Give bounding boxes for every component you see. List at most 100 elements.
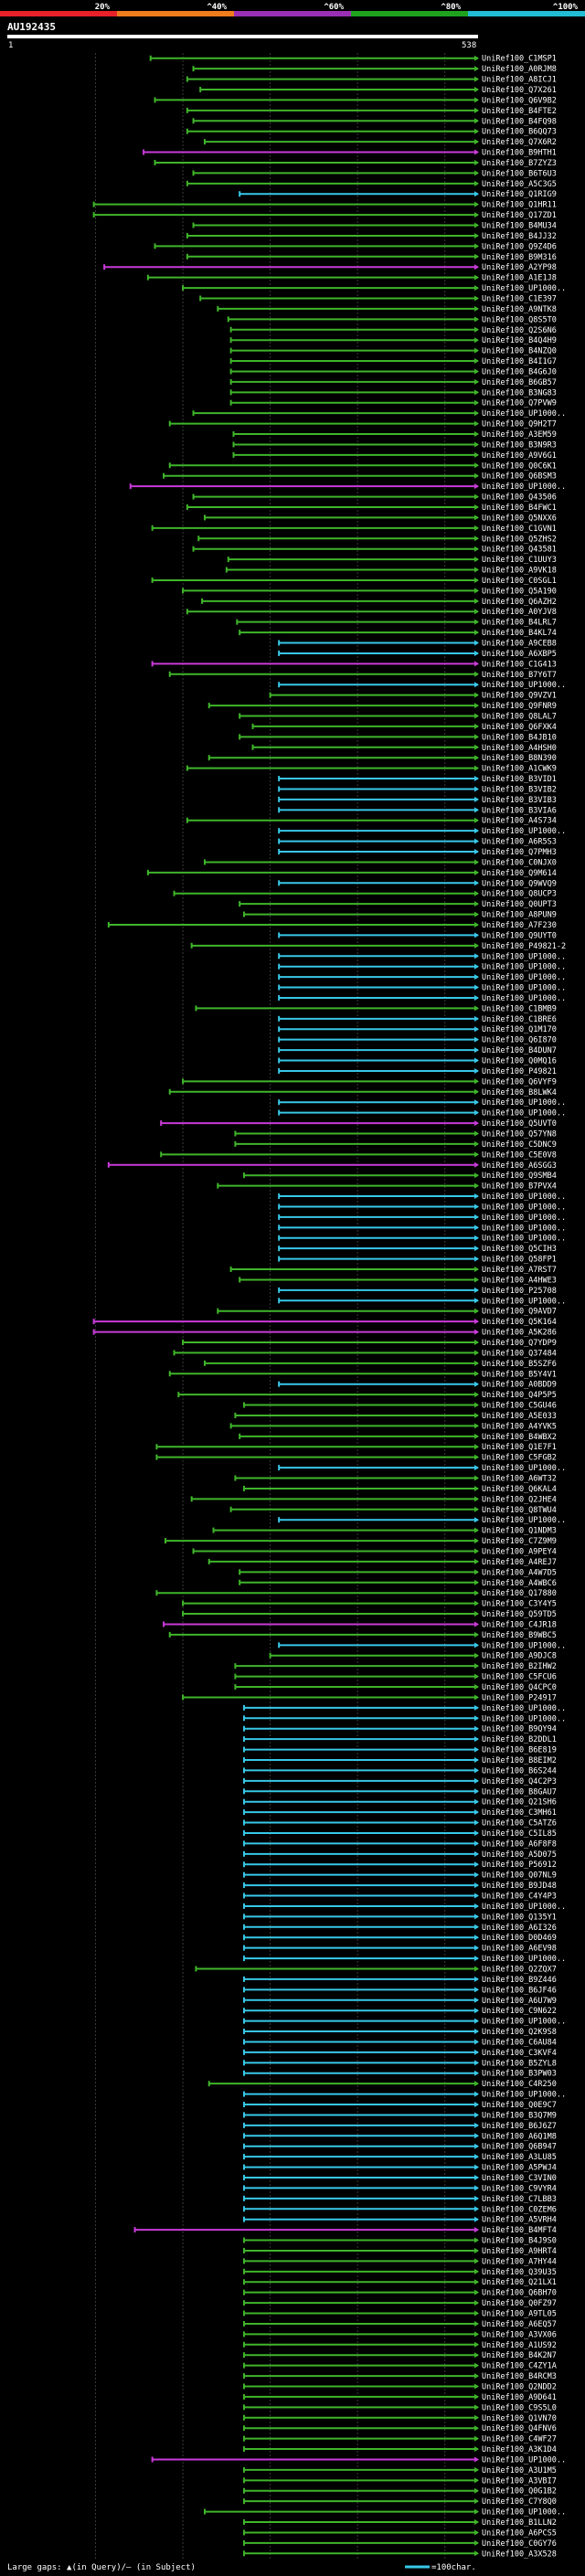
hit-label[interactable]: UniRef100_UP1000..	[482, 973, 566, 982]
hit-label[interactable]: UniRef100_B8LWK4	[482, 1088, 557, 1097]
hit-row[interactable]: UniRef100_Q9AVD7	[217, 1308, 557, 1317]
hit-row[interactable]: UniRef100_A9DJC8	[269, 1652, 557, 1661]
hit-label[interactable]: UniRef100_B4Q4H9	[482, 336, 557, 345]
hit-row[interactable]: UniRef100_Q0FZ97	[242, 2299, 557, 2308]
hit-label[interactable]: UniRef100_A5C3G5	[482, 180, 557, 189]
hit-label[interactable]: UniRef100_Q0G1B2	[482, 2487, 557, 2496]
hit-row[interactable]: UniRef100_A5C3G5	[186, 180, 557, 189]
hit-label[interactable]: UniRef100_A6F8F8	[482, 1839, 557, 1849]
hit-label[interactable]: UniRef100_Q4CPC0	[482, 1683, 557, 1692]
hit-row[interactable]: UniRef100_C9N622	[242, 2007, 557, 2016]
hit-row[interactable]: UniRef100_B4DUN7	[278, 1046, 557, 1055]
hit-label[interactable]: UniRef100_B4FQ98	[482, 117, 557, 126]
hit-label[interactable]: UniRef100_A9V6G1	[482, 451, 557, 461]
hit-label[interactable]: UniRef100_P56912	[482, 1860, 557, 1870]
hit-label[interactable]: UniRef100_B4WBX2	[482, 1433, 557, 1442]
hit-row[interactable]: UniRef100_Q8TWU4	[229, 1506, 557, 1515]
hit-row[interactable]: UniRef100_B4I1G7	[229, 357, 557, 366]
hit-row[interactable]: UniRef100_B4JB10	[239, 733, 557, 742]
hit-label[interactable]: UniRef100_A6R5S3	[482, 838, 557, 847]
hit-label[interactable]: UniRef100_B4G6J0	[482, 367, 557, 376]
hit-row[interactable]: UniRef100_UP1000..	[278, 1516, 566, 1525]
hit-label[interactable]: UniRef100_UP1000..	[482, 984, 566, 993]
hit-row[interactable]: UniRef100_Q21SH6	[242, 1798, 557, 1807]
hit-row[interactable]: UniRef100_B2DDL1	[242, 1735, 557, 1744]
hit-label[interactable]: UniRef100_B5SZF6	[482, 1360, 557, 1369]
hit-label[interactable]: UniRef100_UP1000..	[482, 1641, 566, 1650]
hit-row[interactable]: UniRef100_Q58FP1	[278, 1256, 557, 1265]
hit-row[interactable]: UniRef100_B4RCM3	[242, 2372, 557, 2381]
hit-row[interactable]: UniRef100_A3VBI7	[242, 2476, 557, 2486]
hit-row[interactable]: UniRef100_C5IL85	[242, 1829, 557, 1839]
hit-label[interactable]: UniRef100_Q6B947	[482, 2143, 557, 2152]
hit-label[interactable]: UniRef100_C5GU46	[482, 1402, 557, 1411]
hit-label[interactable]: UniRef100_B5ZYL8	[482, 2059, 557, 2068]
hit-label[interactable]: UniRef100_Q5A190	[482, 587, 557, 596]
hit-label[interactable]: UniRef100_A3K1D4	[482, 2445, 557, 2454]
hit-row[interactable]: UniRef100_C4ZY1A	[242, 2362, 557, 2371]
hit-row[interactable]: UniRef100_Q1VN70	[242, 2414, 557, 2423]
hit-row[interactable]: UniRef100_Q0G1B2	[242, 2487, 557, 2496]
hit-row[interactable]: UniRef100_Q8UCP3	[173, 890, 557, 899]
hit-label[interactable]: UniRef100_Q9Z4D6	[482, 242, 557, 251]
hit-row[interactable]: UniRef100_B9M316	[186, 253, 557, 262]
hit-row[interactable]: UniRef100_B6E819	[242, 1746, 557, 1755]
hit-label[interactable]: UniRef100_B9JD48	[482, 1882, 557, 1891]
hit-label[interactable]: UniRef100_Q7YDP9	[482, 1339, 557, 1348]
hit-row[interactable]: UniRef100_Q0MQ16	[278, 1057, 557, 1066]
hit-row[interactable]: UniRef100_UP1000..	[278, 984, 566, 993]
hit-row[interactable]: UniRef100_B4KL74	[239, 629, 557, 638]
hit-label[interactable]: UniRef100_Q9AVD7	[482, 1308, 557, 1317]
hit-row[interactable]: UniRef100_Q7X6R2	[203, 138, 557, 147]
hit-row[interactable]: UniRef100_Q43506	[192, 493, 557, 503]
hit-label[interactable]: UniRef100_Q9SMB4	[482, 1171, 557, 1181]
hit-row[interactable]: UniRef100_C1E397	[199, 294, 557, 303]
hit-row[interactable]: UniRef100_A0YJV8	[186, 608, 557, 617]
hit-row[interactable]: UniRef100_A9VK18	[225, 567, 557, 576]
hit-label[interactable]: UniRef100_Q2NDD2	[482, 2382, 557, 2391]
hit-row[interactable]: UniRef100_Q07NL9	[242, 1871, 557, 1881]
hit-label[interactable]: UniRef100_Q1M170	[482, 1025, 557, 1034]
hit-label[interactable]: UniRef100_UP1000..	[482, 994, 566, 1003]
hit-label[interactable]: UniRef100_UP1000..	[482, 1297, 566, 1306]
hit-label[interactable]: UniRef100_Q9H2T7	[482, 420, 557, 429]
hit-label[interactable]: UniRef100_B3VID1	[482, 775, 557, 784]
hit-label[interactable]: UniRef100_Q6FXK4	[482, 723, 557, 732]
hit-row[interactable]: UniRef100_A9CEB8	[278, 640, 557, 649]
hit-label[interactable]: UniRef100_A5VRH4	[482, 2216, 557, 2225]
hit-label[interactable]: UniRef100_B7ZYZ3	[482, 159, 557, 168]
hit-row[interactable]: UniRef100_UP1000..	[182, 284, 566, 293]
hit-row[interactable]: UniRef100_A6XBP5	[278, 650, 557, 659]
hit-row[interactable]: UniRef100_UP1000..	[242, 2018, 566, 2027]
hit-label[interactable]: UniRef100_UP1000..	[482, 1224, 566, 1233]
hit-label[interactable]: UniRef100_Q58FP1	[482, 1256, 557, 1265]
hit-label[interactable]: UniRef100_B4J9S0	[482, 2237, 557, 2246]
hit-label[interactable]: UniRef100_C1G413	[482, 660, 557, 669]
hit-label[interactable]: UniRef100_Q135Y1	[482, 1913, 557, 1922]
hit-label[interactable]: UniRef100_Q8UCP3	[482, 890, 557, 899]
hit-label[interactable]: UniRef100_C6AU84	[482, 2038, 557, 2047]
hit-row[interactable]: UniRef100_Q9VZV1	[269, 692, 557, 701]
hit-row[interactable]: UniRef100_C7Z9M9	[164, 1537, 557, 1546]
hit-row[interactable]: UniRef100_Q43581	[192, 546, 557, 555]
hit-label[interactable]: UniRef100_Q37484	[482, 1349, 557, 1358]
hit-row[interactable]: UniRef100_C1G413	[151, 660, 557, 669]
hit-label[interactable]: UniRef100_A9NTK8	[482, 305, 557, 314]
hit-row[interactable]: UniRef100_B6JF46	[242, 1986, 557, 1995]
hit-label[interactable]: UniRef100_C3MH61	[482, 1808, 557, 1818]
hit-label[interactable]: UniRef100_P49821	[482, 1067, 557, 1076]
hit-row[interactable]: UniRef100_B7PVX4	[217, 1182, 557, 1192]
hit-row[interactable]: UniRef100_Q0UPT3	[239, 900, 557, 909]
hit-row[interactable]: UniRef100_A1US92	[242, 2341, 557, 2350]
hit-label[interactable]: UniRef100_A9HRT4	[482, 2247, 557, 2256]
hit-label[interactable]: UniRef100_B4K2N7	[482, 2351, 557, 2360]
hit-label[interactable]: UniRef100_C4Y4P3	[482, 1892, 557, 1902]
hit-label[interactable]: UniRef100_C1E397	[482, 294, 557, 303]
hit-row[interactable]: UniRef100_A9NTK8	[217, 305, 557, 314]
hit-label[interactable]: UniRef100_C3VIN0	[482, 2174, 557, 2183]
hit-label[interactable]: UniRef100_UP1000..	[482, 2091, 566, 2100]
hit-row[interactable]: UniRef100_B7ZYZ3	[154, 159, 557, 168]
hit-label[interactable]: UniRef100_B3VIB3	[482, 796, 557, 805]
hit-label[interactable]: UniRef100_C9N622	[482, 2007, 557, 2016]
hit-label[interactable]: UniRef100_C5ATZ6	[482, 1819, 557, 1829]
